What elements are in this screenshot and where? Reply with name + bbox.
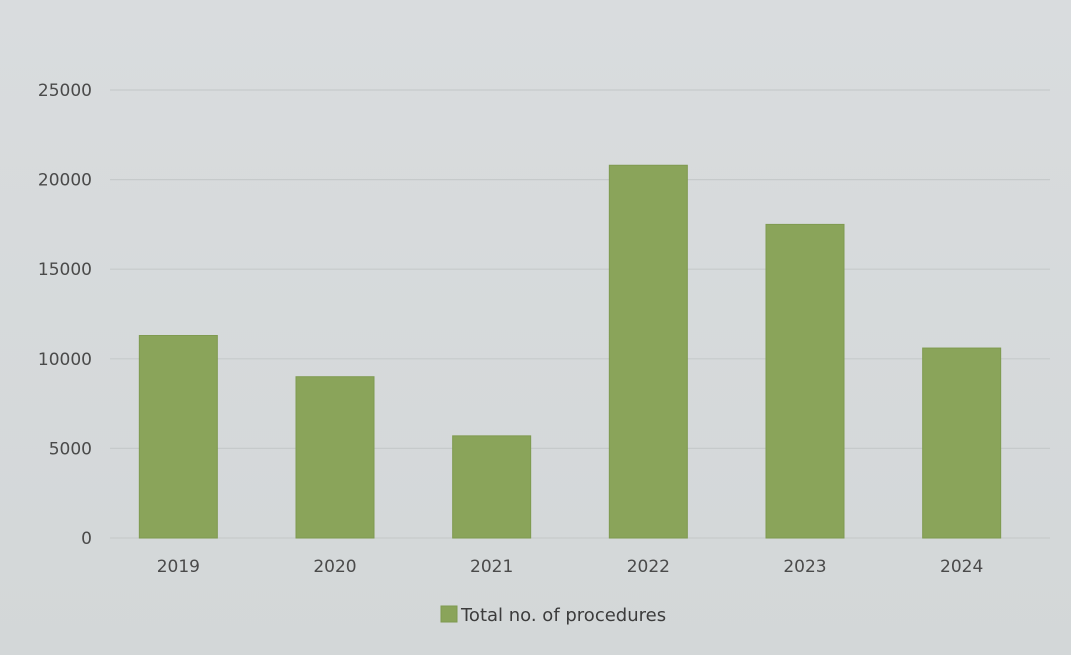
bar-2023 — [765, 223, 845, 539]
x-tick-label: 2022 — [627, 557, 670, 577]
x-tick-label: 2023 — [783, 557, 826, 577]
x-tick-label: 2024 — [940, 557, 983, 577]
x-axis-ticks: 2019 2020 2021 2022 2023 2024 — [157, 557, 984, 577]
bar-2019 — [138, 335, 218, 539]
bar-2020 — [295, 376, 375, 539]
legend-swatch — [440, 605, 458, 623]
legend: Total no. of procedures — [440, 605, 666, 626]
x-tick-label: 2021 — [470, 557, 513, 577]
y-tick-label: 20000 — [38, 171, 92, 191]
bars — [138, 164, 1002, 539]
legend-label: Total no. of procedures — [460, 605, 666, 626]
bar-2022 — [608, 164, 688, 539]
bar-2024 — [922, 347, 1002, 539]
y-axis-ticks: 0 5000 10000 15000 20000 25000 — [38, 81, 92, 549]
x-tick-label: 2019 — [157, 557, 200, 577]
y-tick-label: 0 — [81, 529, 92, 549]
y-tick-label: 25000 — [38, 81, 92, 101]
y-tick-label: 10000 — [38, 350, 92, 370]
x-tick-label: 2020 — [313, 557, 356, 577]
gridlines — [110, 89, 1050, 539]
bar-2021 — [452, 435, 532, 539]
y-tick-label: 15000 — [38, 260, 92, 280]
y-tick-label: 5000 — [49, 439, 92, 459]
